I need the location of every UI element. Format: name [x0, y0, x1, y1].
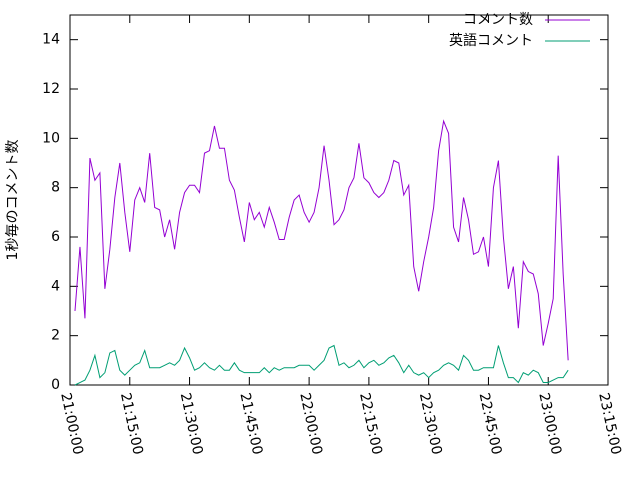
y-tick-label: 4	[51, 278, 60, 294]
x-tick-label: 21:00:00	[57, 391, 86, 456]
y-tick-label: 2	[51, 328, 60, 344]
x-tick-label: 21:15:00	[117, 391, 146, 456]
x-tick-label: 22:15:00	[356, 391, 385, 456]
x-tick-label: 23:15:00	[595, 391, 624, 456]
y-tick-label: 12	[42, 81, 60, 97]
x-tick-label: 21:30:00	[177, 391, 206, 456]
y-tick-label: 6	[51, 229, 60, 245]
y-tick-label: 14	[42, 32, 60, 48]
x-tick-label: 22:00:00	[296, 391, 325, 456]
legend-label: 英語コメント	[449, 32, 533, 49]
x-tick-label: 22:45:00	[476, 391, 505, 456]
y-tick-label: 8	[51, 180, 60, 196]
y-axis-label: 1秒毎のコメント数	[5, 140, 21, 261]
x-tick-label: 23:00:00	[535, 391, 564, 456]
plot-border	[69, 14, 609, 386]
y-tick-label: 0	[51, 377, 60, 393]
x-tick-label: 21:45:00	[237, 391, 266, 456]
legend-label: コメント数	[463, 12, 533, 28]
series-line	[74, 119, 569, 361]
y-tick-label: 10	[42, 130, 60, 146]
x-tick-label: 22:30:00	[416, 391, 445, 456]
series-line	[74, 344, 569, 386]
